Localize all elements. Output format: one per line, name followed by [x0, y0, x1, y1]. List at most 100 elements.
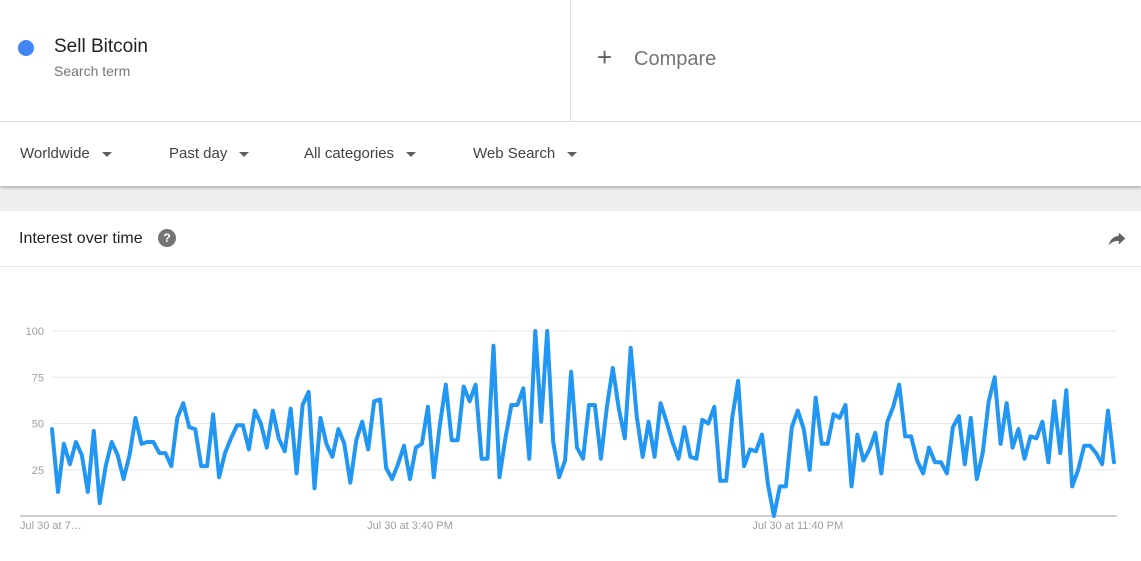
data-point[interactable]	[1110, 458, 1118, 466]
region-dropdown[interactable]: Worldwide	[20, 145, 112, 162]
data-point[interactable]	[454, 436, 462, 444]
data-point[interactable]	[639, 453, 647, 461]
data-point[interactable]	[382, 464, 390, 472]
data-point[interactable]	[728, 414, 736, 422]
data-point[interactable]	[806, 466, 814, 474]
data-point[interactable]	[466, 397, 474, 405]
data-point[interactable]	[472, 381, 480, 389]
data-point[interactable]	[621, 434, 629, 442]
data-point[interactable]	[322, 440, 330, 448]
data-point[interactable]	[800, 425, 808, 433]
data-point[interactable]	[161, 449, 169, 457]
data-point[interactable]	[1062, 386, 1070, 394]
data-point[interactable]	[406, 475, 414, 483]
data-point[interactable]	[889, 403, 897, 411]
data-point[interactable]	[84, 488, 92, 496]
data-point[interactable]	[1003, 399, 1011, 407]
data-point[interactable]	[442, 381, 450, 389]
data-point[interactable]	[1056, 449, 1064, 457]
data-point[interactable]	[848, 482, 856, 490]
data-point[interactable]	[710, 403, 718, 411]
data-point[interactable]	[54, 488, 62, 496]
data-point[interactable]	[179, 399, 187, 407]
data-point[interactable]	[519, 384, 527, 392]
data-point[interactable]	[358, 418, 366, 426]
share-icon[interactable]	[1106, 228, 1128, 250]
data-point[interactable]	[764, 481, 772, 489]
data-point[interactable]	[72, 438, 80, 446]
data-point[interactable]	[275, 434, 283, 442]
data-point[interactable]	[334, 425, 342, 433]
data-point[interactable]	[436, 421, 444, 429]
data-point[interactable]	[501, 434, 509, 442]
data-point[interactable]	[525, 455, 533, 463]
data-point[interactable]	[317, 414, 325, 422]
data-point[interactable]	[770, 512, 778, 520]
data-point[interactable]	[1086, 442, 1094, 450]
data-point[interactable]	[591, 401, 599, 409]
help-icon[interactable]: ?	[158, 229, 176, 247]
data-point[interactable]	[985, 397, 993, 405]
data-point[interactable]	[490, 342, 498, 350]
data-point[interactable]	[203, 462, 211, 470]
data-point[interactable]	[961, 460, 969, 468]
data-point[interactable]	[245, 445, 253, 453]
data-point[interactable]	[824, 440, 832, 448]
data-point[interactable]	[704, 420, 712, 428]
data-point[interactable]	[96, 499, 104, 507]
data-point[interactable]	[460, 383, 468, 391]
data-point[interactable]	[979, 449, 987, 457]
data-point[interactable]	[251, 407, 259, 415]
data-point[interactable]	[328, 453, 336, 461]
data-point[interactable]	[311, 484, 319, 492]
data-point[interactable]	[752, 447, 760, 455]
data-point[interactable]	[603, 403, 611, 411]
data-point[interactable]	[132, 414, 140, 422]
time-range-dropdown[interactable]: Past day	[169, 145, 250, 162]
data-point[interactable]	[1074, 466, 1082, 474]
data-point[interactable]	[191, 425, 199, 433]
data-point[interactable]	[352, 436, 360, 444]
data-point[interactable]	[484, 455, 492, 463]
data-point[interactable]	[842, 401, 850, 409]
data-point[interactable]	[692, 455, 700, 463]
data-point[interactable]	[364, 445, 372, 453]
data-point[interactable]	[376, 395, 384, 403]
data-point[interactable]	[1068, 482, 1076, 490]
data-point[interactable]	[877, 469, 885, 477]
data-point[interactable]	[836, 414, 844, 422]
data-point[interactable]	[48, 425, 56, 433]
data-point[interactable]	[424, 403, 432, 411]
data-point[interactable]	[937, 458, 945, 466]
data-point[interactable]	[573, 444, 581, 452]
data-point[interactable]	[651, 453, 659, 461]
data-point[interactable]	[579, 455, 587, 463]
series-line[interactable]	[50, 329, 1116, 518]
search-type-dropdown[interactable]: Web Search	[473, 145, 578, 162]
data-point[interactable]	[991, 373, 999, 381]
data-point[interactable]	[883, 418, 891, 426]
data-point[interactable]	[293, 469, 301, 477]
data-point[interactable]	[346, 479, 354, 487]
data-point[interactable]	[78, 451, 86, 459]
data-point[interactable]	[496, 473, 504, 481]
data-point[interactable]	[722, 477, 730, 485]
data-point[interactable]	[1050, 397, 1058, 405]
data-point[interactable]	[513, 401, 521, 409]
data-point[interactable]	[997, 440, 1005, 448]
data-point[interactable]	[66, 460, 74, 468]
data-point[interactable]	[812, 394, 820, 402]
data-point[interactable]	[149, 438, 157, 446]
data-point[interactable]	[675, 455, 683, 463]
data-point[interactable]	[1032, 434, 1040, 442]
data-point[interactable]	[913, 457, 921, 465]
data-point[interactable]	[609, 364, 617, 372]
data-point[interactable]	[561, 457, 569, 465]
data-point[interactable]	[859, 457, 867, 465]
data-point[interactable]	[973, 475, 981, 483]
data-point[interactable]	[633, 412, 641, 420]
data-point[interactable]	[794, 407, 802, 415]
data-point[interactable]	[919, 469, 927, 477]
data-point[interactable]	[209, 410, 217, 418]
data-point[interactable]	[269, 407, 277, 415]
